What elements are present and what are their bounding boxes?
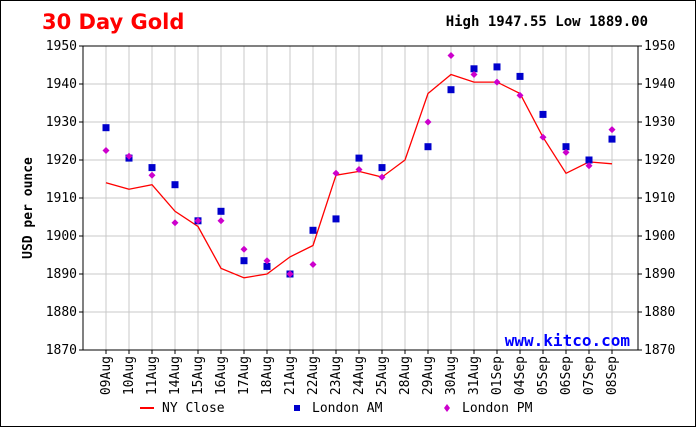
x-tick-label: 06Sep [559, 356, 574, 395]
london-pm-point [171, 219, 179, 227]
x-tick-label: 22Aug [306, 356, 321, 395]
london-pm-point [332, 169, 340, 177]
london-pm-point [493, 78, 501, 86]
london-pm-point [608, 126, 616, 134]
y-tick-label: 1910 [46, 191, 77, 206]
london-pm-point [355, 166, 363, 173]
grid [83, 45, 638, 351]
london-am-point [240, 257, 248, 265]
london-am-point [355, 154, 363, 162]
x-tick-label: 16Aug [214, 356, 229, 395]
y-tick-label-right: 1900 [644, 229, 675, 244]
legend-swatch-london-am [294, 405, 300, 411]
london-pm-point [585, 162, 593, 170]
london-am-point [539, 110, 547, 118]
london-pm-point [309, 261, 317, 268]
london-pm-point [263, 257, 271, 265]
x-tick-label: 18Aug [260, 356, 275, 395]
london-am-point [470, 65, 478, 73]
london-pm-point [194, 217, 202, 225]
london-pm-point [447, 52, 455, 59]
y-tick-label: 1870 [46, 343, 77, 358]
london-pm-point [516, 91, 524, 99]
x-axis: 09Aug 10Aug 11Aug 14Aug 15Aug 16Aug 17Aug 18Aug… [99, 350, 620, 395]
y-tick-label-right: 1940 [644, 77, 675, 92]
x-tick-label: 31Aug [467, 356, 482, 395]
y-tick-label: 1890 [46, 267, 77, 282]
london-pm-point [286, 270, 294, 278]
y-tick-label: 1900 [46, 229, 77, 244]
chart-title: 30 Day Gold [42, 10, 185, 34]
legend: NY Close London AM London PM [140, 401, 533, 416]
x-tick-label: 15Aug [191, 356, 206, 395]
london-pm-point [424, 118, 432, 126]
y-tick-label: 1940 [46, 77, 77, 92]
x-tick-label: 29Aug [421, 356, 436, 395]
x-tick-label: 21Aug [283, 356, 298, 395]
london-am-point [516, 72, 524, 80]
x-tick-label: 10Aug [122, 356, 137, 395]
y-tick-label: 1880 [46, 305, 77, 320]
x-tick-label: 25Aug [375, 356, 390, 395]
legend-swatch-london-pm [444, 404, 450, 412]
london-am-point [562, 143, 570, 151]
x-tick-label: 01Sep [490, 356, 505, 395]
x-tick-label: 28Aug [398, 356, 413, 395]
london-am-point [585, 156, 593, 164]
london-am-point [102, 124, 110, 132]
high-low-summary: High 1947.55 Low 1889.00 [445, 14, 648, 30]
legend-label: London PM [462, 401, 533, 416]
london-pm-point [217, 217, 225, 225]
london-am-point [493, 63, 501, 71]
london-am-point [332, 215, 340, 223]
y-tick-label: 1930 [46, 115, 77, 130]
x-tick-label: 08Sep [605, 356, 620, 395]
x-tick-label: 14Aug [168, 356, 183, 395]
london-am-point [217, 207, 225, 215]
london-am-point [378, 164, 386, 172]
london-pm-point [539, 133, 547, 141]
kitco-watermark: www.kitco.com [505, 331, 631, 350]
london-am-point [171, 181, 179, 189]
y-axis-right: 1870 1880 1890 1900 1910 1920 1930 1940 1950 [638, 39, 675, 358]
legend-label: London AM [312, 401, 383, 416]
y-tick-label: 1950 [46, 39, 77, 54]
london-pm-point [378, 173, 386, 181]
y-tick-label-right: 1950 [644, 39, 675, 54]
london-pm-point [148, 171, 156, 179]
x-tick-label: 17Aug [237, 356, 252, 395]
y-axis-label: USD per ounce [21, 157, 36, 259]
y-tick-label: 1920 [46, 153, 77, 168]
london-am-point [309, 226, 317, 234]
london-am-point [608, 135, 616, 143]
legend-label: NY Close [162, 401, 225, 416]
london-am-point [148, 164, 156, 172]
london-pm-point [562, 148, 570, 156]
y-axis-left: 1870 1880 1890 1900 1910 1920 1930 1940 1950 [46, 39, 83, 358]
london-am-point [424, 143, 432, 151]
london-pm-point [102, 147, 110, 154]
x-tick-label: 30Aug [444, 356, 459, 395]
series [102, 52, 616, 279]
y-tick-label-right: 1880 [644, 305, 675, 320]
x-tick-label: 05Sep [536, 356, 551, 395]
x-tick-label: 24Aug [352, 356, 367, 395]
y-tick-label-right: 1910 [644, 191, 675, 206]
london-pm-point [240, 245, 248, 253]
y-tick-label-right: 1870 [644, 343, 675, 358]
london-pm-point [470, 71, 478, 78]
x-tick-label: 23Aug [329, 356, 344, 395]
y-tick-label-right: 1890 [644, 267, 675, 282]
y-tick-label-right: 1930 [644, 115, 675, 130]
x-tick-label: 04Sep [513, 356, 528, 395]
y-tick-label-right: 1920 [644, 153, 675, 168]
x-tick-label: 11Aug [145, 356, 160, 395]
x-tick-label: 09Aug [99, 356, 114, 395]
london-am-point [263, 262, 271, 270]
london-am-point [447, 86, 455, 94]
london-pm-point [125, 152, 133, 160]
x-tick-label: 07Sep [582, 356, 597, 395]
